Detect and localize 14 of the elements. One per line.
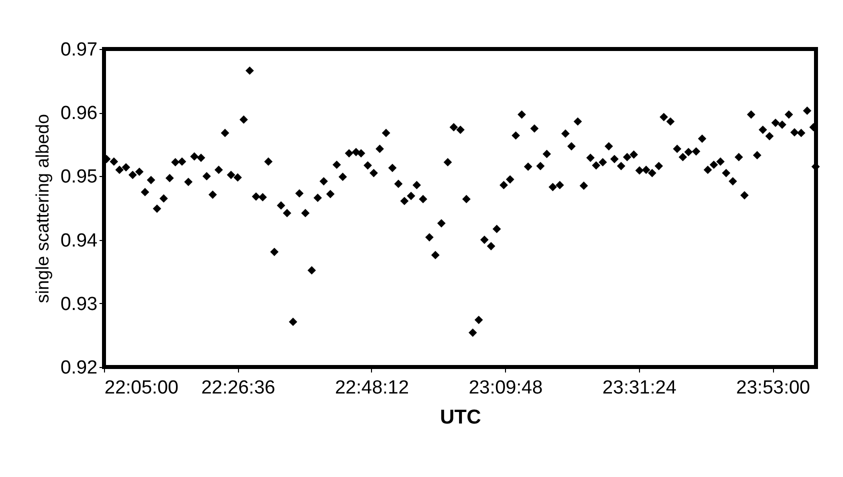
y-tick-label: 0.96: [60, 103, 98, 124]
y-axis-title: single scattering albedo: [32, 114, 53, 304]
x-tick-label: 23:31:24: [602, 378, 677, 398]
y-tick-label: 0.93: [60, 294, 98, 315]
x-tick-label: 22:05:00: [104, 378, 178, 398]
x-axis-title: UTC: [440, 406, 482, 428]
y-tick-label: 0.95: [60, 166, 98, 188]
y-tick-label: 0.94: [60, 230, 98, 252]
x-tick-label: 22:48:12: [334, 378, 409, 398]
y-tick-label: 0.92: [60, 358, 98, 378]
x-tick-label: 23:53:00: [736, 378, 810, 398]
y-tick-label: 0.97: [60, 40, 98, 60]
x-tick-label: 22:26:36: [201, 378, 276, 398]
x-tick-label: 23:09:48: [468, 378, 543, 398]
